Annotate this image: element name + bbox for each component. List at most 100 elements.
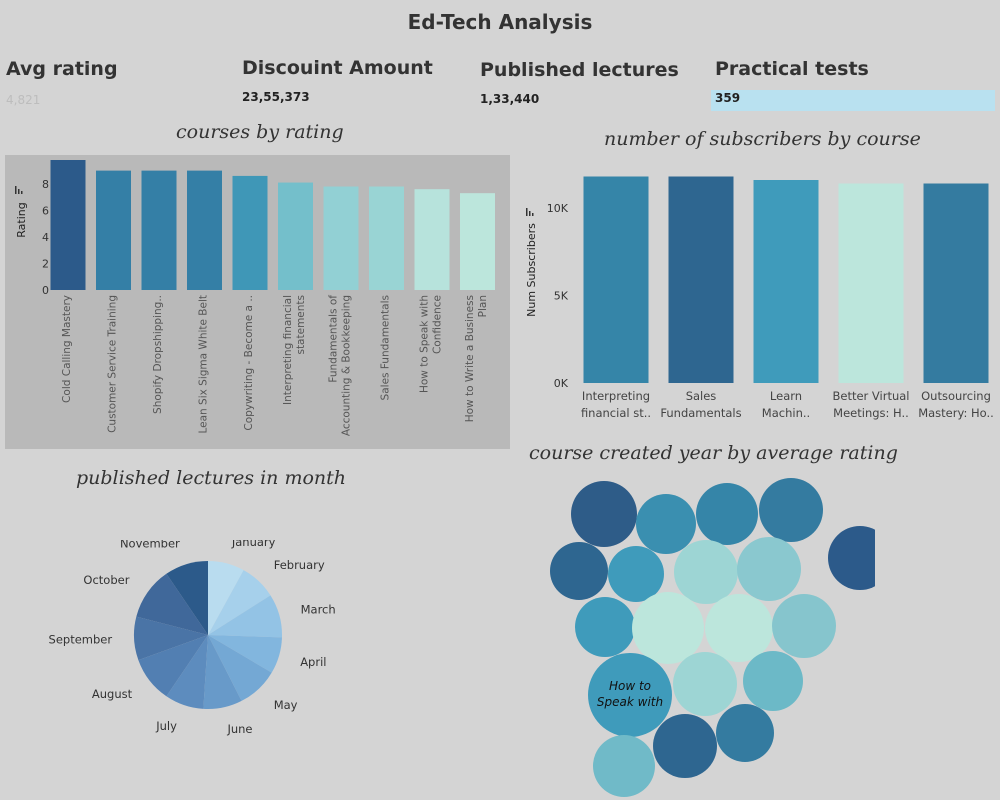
pie-slice (166, 561, 208, 635)
pie-slice-label: August (92, 687, 133, 701)
kpi-published-lectures-value: 1,33,440 (480, 92, 540, 106)
rating-x-tick-label: How to Write a Business (464, 295, 476, 422)
lectures-month-chart-title: published lectures in month (76, 467, 347, 489)
created-year-chart-title: course created year by average rating (529, 442, 898, 464)
rating-x-tick-label: Lean Six Sigma White Belt (198, 295, 210, 434)
pie-slice-label: September (49, 633, 113, 647)
pie-slice (138, 635, 208, 697)
year-bubble (716, 704, 774, 762)
pie-slice-label: April (300, 655, 326, 669)
subscribers-x-tick-label: financial st.. (581, 406, 651, 420)
rating-bar (141, 170, 177, 290)
year-bubble (673, 652, 737, 716)
year-bubble (588, 653, 672, 737)
rating-y-tick: 0 (42, 284, 49, 297)
subscribers-x-tick-label: Learn (770, 389, 802, 403)
rating-x-tick-label: Confidence (432, 295, 444, 354)
bubble-label: How to Speak with (597, 679, 663, 709)
subscribers-x-tick-label: Fundamentals (660, 406, 741, 420)
kpi-practical-tests-value: 359 (715, 91, 741, 105)
subscribers-y-tick: 10K (547, 202, 569, 215)
rating-bar (187, 170, 222, 290)
subscribers-chart-title: number of subscribers by course (604, 128, 921, 150)
subscribers-bar (838, 183, 904, 383)
pie-slice-label: March (301, 603, 336, 617)
kpi-practical-tests-label: Practical tests (715, 58, 869, 80)
kpi-discount-label: Discouint Amount (242, 57, 433, 79)
rating-x-tick-label: How to Speak with (419, 295, 431, 393)
pie-slice-label: January (231, 540, 276, 549)
rating-bar-chart[interactable]: 0 2 4 6 8 Rating Cold Calling Mastery Customer … (5, 155, 510, 449)
year-bubble (674, 540, 738, 604)
rating-x-tick-label: Interpreting financial (282, 295, 294, 405)
year-bubble (575, 597, 635, 657)
year-bubble (653, 714, 717, 778)
rating-bar (414, 189, 450, 290)
rating-y-tick: 2 (42, 257, 49, 270)
subscribers-x-tick-label: Machin.. (762, 406, 810, 420)
subscribers-bar (668, 176, 734, 383)
subscribers-y-tick: 5K (554, 290, 569, 303)
year-bubble (636, 494, 696, 554)
pie-slice (208, 570, 271, 635)
created-year-bubble-chart[interactable]: How to Speak with (540, 470, 875, 800)
rating-y-tick: 6 (42, 204, 49, 217)
year-bubble (737, 537, 801, 601)
year-bubble (593, 735, 655, 797)
pie-slice (208, 635, 272, 701)
year-bubble (696, 483, 758, 545)
kpi-discount-value: 23,55,373 (242, 90, 310, 104)
rating-x-tick-label: Sales Fundamentals (380, 295, 392, 400)
rating-y-tick: 4 (42, 231, 49, 244)
pie-slice-label: October (83, 573, 129, 587)
subscribers-bar (583, 176, 649, 383)
rating-x-tick-label: Copywriting - Become a .. (243, 295, 255, 431)
lectures-month-pie-chart[interactable]: January February March April May June July Augu… (40, 540, 380, 760)
rating-bar (323, 186, 359, 290)
pie-slice (203, 635, 242, 709)
pie-slice-label: June (226, 722, 252, 736)
year-bubble (571, 481, 637, 547)
year-bubble (705, 594, 773, 662)
kpi-published-lectures-label: Published lectures (480, 59, 679, 81)
subscribers-y-tick: 0K (554, 377, 569, 390)
year-bubble (772, 594, 836, 658)
subscribers-x-tick-label: Mastery: Ho.. (918, 406, 994, 420)
pie-slice-label: February (274, 558, 325, 572)
subscribers-x-tick-label: Interpreting (582, 389, 650, 403)
rating-bar (460, 193, 495, 290)
year-bubble (759, 478, 823, 542)
subscribers-x-tick-label: Outsourcing (921, 389, 991, 403)
pie-slice (166, 635, 208, 709)
pie-slice (134, 616, 208, 661)
pie-slice (136, 573, 208, 635)
pie-slice (208, 635, 282, 673)
pie-slice-label: July (155, 719, 177, 733)
rating-x-tick-label: Accounting & Bookkeeping (341, 295, 353, 436)
pie-slice-label: November (120, 540, 180, 550)
year-bubble (550, 542, 608, 600)
pie-slice (208, 561, 244, 635)
rating-bar (369, 186, 404, 290)
dashboard-title: Ed-Tech Analysis (407, 10, 593, 34)
rating-chart-title: courses by rating (176, 121, 344, 143)
rating-x-tick-label: Customer Service Training (107, 295, 119, 433)
kpi-practical-tests-highlight[interactable] (711, 90, 995, 111)
subscribers-y-axis-label: Num Subscribers (525, 223, 538, 317)
rating-bar (50, 160, 86, 290)
rating-bar (232, 175, 268, 290)
subscribers-bar-chart[interactable]: 0K 5K 10K Num Subscribers Interpreting financ… (520, 160, 1000, 430)
kpi-avg-rating-label: Avg rating (6, 58, 118, 80)
pie-slice (208, 595, 282, 638)
rating-y-axis-label: Rating (15, 202, 28, 237)
rating-x-tick-label: Cold Calling Mastery (61, 295, 73, 403)
rating-x-tick-label: Plan (477, 295, 489, 317)
bar-chart-mini-icon (15, 186, 23, 194)
bar-chart-mini-icon (526, 208, 534, 216)
rating-x-tick-label: Fundamentals of (328, 295, 340, 383)
kpi-avg-rating-value: 4,821 (6, 93, 41, 107)
year-bubble (828, 526, 875, 590)
rating-bar (96, 170, 131, 290)
subscribers-bar (923, 183, 989, 383)
pie-slice-label: May (274, 698, 298, 712)
